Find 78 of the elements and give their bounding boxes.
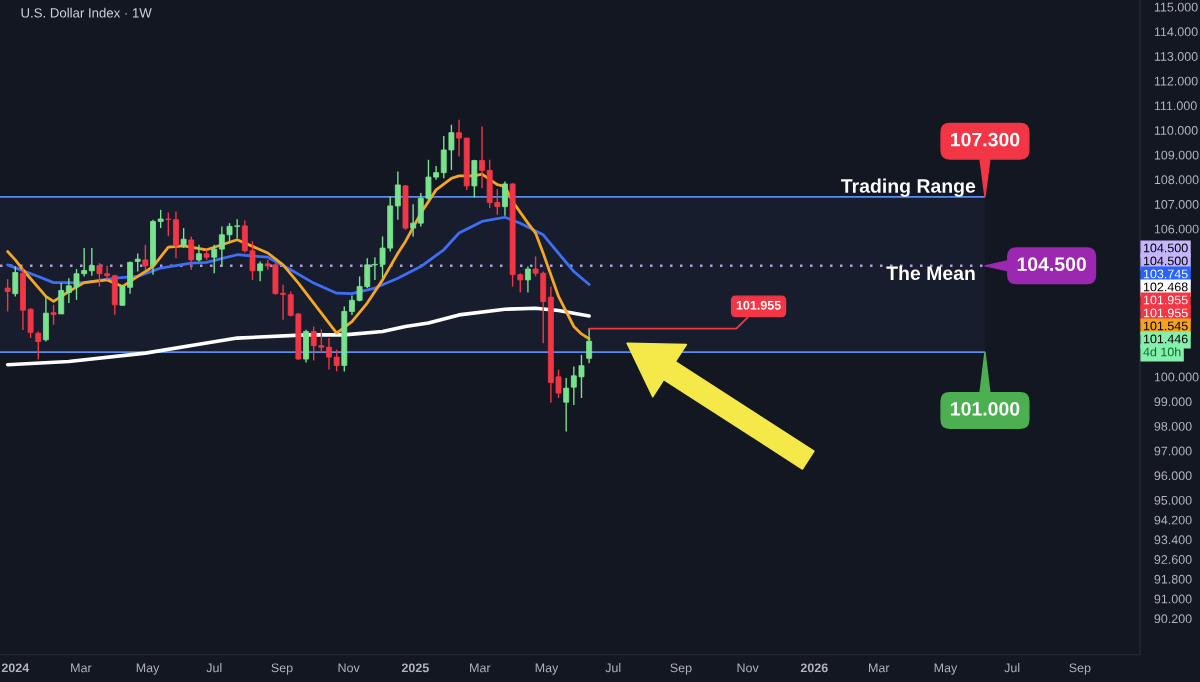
x-tick-label: Nov: [737, 663, 759, 673]
text: 101.955: [1143, 308, 1188, 318]
text: 102.468: [1143, 282, 1188, 292]
y-tick-label: 92.600: [1154, 555, 1192, 564]
candlestick: [211, 244, 218, 274]
x-tick-label: May: [136, 663, 160, 675]
candlestick: [4, 278, 11, 313]
candlestick: [157, 209, 164, 229]
x-tick-label: 2024: [1, 663, 30, 673]
annotation: 101.955: [736, 300, 781, 310]
y-tick-label: 115.000: [1154, 2, 1198, 12]
y-tick-label: 98.000: [1154, 421, 1192, 431]
candlestick: [586, 327, 593, 364]
y-tick-label: 106.000: [1154, 224, 1199, 234]
x-tick-label: Mar: [470, 663, 491, 673]
y-tick-label: 113.000: [1154, 52, 1198, 61]
y-tick-label: 107.000: [1154, 199, 1199, 209]
x-tick-label: Sep: [670, 663, 692, 675]
x-tick-label: Sep: [1069, 663, 1091, 675]
x-tick-label: Nov: [338, 663, 360, 673]
candlestick: [502, 180, 508, 217]
chart-title: U.S. Dollar Index · 1W: [21, 7, 152, 18]
candlestick: [35, 330, 42, 361]
y-tick-label: 114.000: [1154, 27, 1198, 37]
candlestick: [410, 203, 417, 238]
y-tick-label: 90.200: [1154, 614, 1192, 624]
candlestick: [456, 119, 462, 158]
annotation: The Mean: [886, 265, 975, 281]
y-tick-label: 97.000: [1154, 446, 1192, 456]
x-tick-label: 2026: [800, 663, 828, 673]
x-tick-label: Sep: [271, 663, 293, 675]
candlestick: [188, 235, 195, 271]
candlestick: [134, 252, 141, 273]
text: 104.500: [1143, 256, 1188, 266]
candlestick: [12, 265, 19, 298]
y-tick-label: 93.400: [1154, 535, 1192, 545]
y-tick-label: 112.000: [1154, 76, 1198, 86]
line-series: [5, 306, 591, 367]
x-tick-label: 2025: [401, 663, 429, 673]
x-tick-label: Mar: [71, 663, 92, 673]
y-tick-label: 99.000: [1154, 397, 1192, 407]
ref-line-label: 101.000: [951, 401, 1020, 416]
y-tick-label: 111.000: [1154, 101, 1197, 111]
text: 103.745: [1143, 269, 1188, 279]
candlestick: [257, 260, 264, 283]
y-tick-label: 95.000: [1154, 495, 1192, 505]
y-tick-label: 91.800: [1154, 574, 1192, 584]
x-tick-label: Jul: [206, 663, 222, 673]
annotation: Trading Range: [841, 178, 976, 197]
y-tick-label: 108.000: [1154, 175, 1199, 185]
x-tick-label: Jul: [1004, 663, 1020, 673]
ref-line-label: 107.300: [951, 132, 1020, 147]
y-tick-label: 96.000: [1154, 471, 1192, 481]
candlestick: [524, 265, 531, 294]
y-tick-label: 91.000: [1154, 594, 1192, 604]
y-tick-label: 94.200: [1154, 515, 1192, 525]
candlestick: [142, 244, 149, 271]
x-tick-label: Jul: [605, 663, 621, 673]
text: 101.446: [1143, 334, 1188, 344]
y-tick-label: 110.000: [1154, 126, 1198, 135]
text: 101.955: [1143, 295, 1188, 305]
candlestick: [394, 170, 401, 221]
text: 104.500: [1143, 243, 1188, 253]
candlestick: [50, 304, 57, 326]
candlestick: [88, 247, 95, 277]
candlestick: [165, 211, 172, 237]
candlestick: [563, 377, 570, 433]
ref-line-label: 104.500: [1017, 257, 1086, 272]
y-tick-label: 109.000: [1154, 150, 1199, 160]
candlestick: [58, 282, 65, 315]
candlestick: [479, 125, 485, 189]
text: 101.545: [1143, 321, 1188, 331]
candlestick: [180, 227, 187, 249]
text: 4d 10h: [1143, 347, 1181, 357]
x-tick-label: Mar: [869, 663, 890, 673]
x-tick-label: May: [934, 663, 958, 675]
x-tick-label: May: [535, 663, 559, 675]
y-tick-label: 100.000: [1154, 372, 1199, 382]
